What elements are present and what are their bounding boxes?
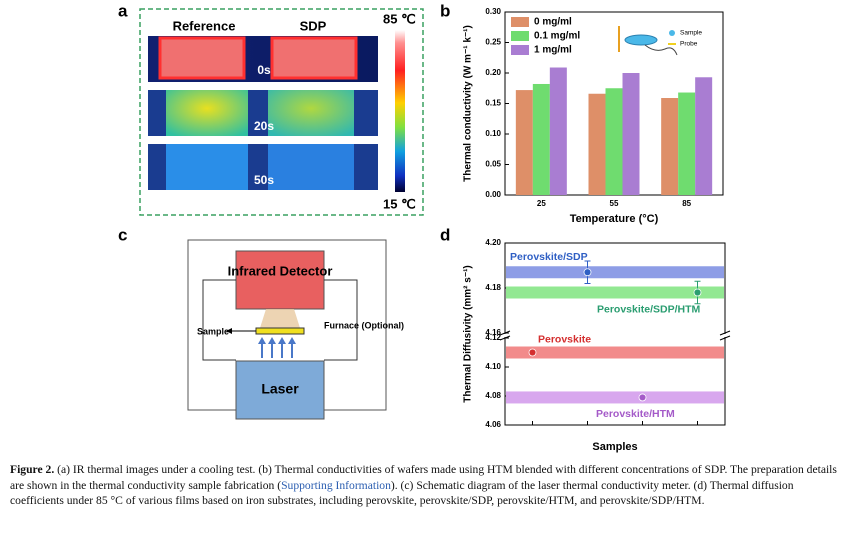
bar <box>678 92 696 195</box>
legend-label: 0.1 mg/ml <box>534 31 580 42</box>
value-band <box>506 346 724 359</box>
furnace-label: Furnace (Optional) <box>324 320 404 330</box>
inset-label: Probe <box>680 41 698 48</box>
scale-max: 85 ℃ <box>383 11 416 26</box>
axis-break <box>719 330 731 336</box>
y-tick-label: 0.20 <box>485 68 501 77</box>
legend-swatch <box>511 31 529 41</box>
data-point <box>693 288 702 297</box>
column-label: Reference <box>173 18 236 33</box>
inset-legend-dot <box>669 30 675 36</box>
y-axis-label: Thermal conductivity (W m⁻¹ k⁻¹) <box>463 25 474 182</box>
data-point <box>583 268 592 277</box>
value-band <box>506 266 724 279</box>
laser-label: Laser <box>261 381 299 397</box>
inset-probe <box>644 44 678 56</box>
y-tick-label: 4.06 <box>485 420 501 429</box>
x-axis-label: Samples <box>592 441 637 453</box>
legend-label: 0 mg/ml <box>534 17 572 28</box>
series-label: Perovskite/SDP <box>510 251 588 263</box>
legend-swatch <box>511 45 529 55</box>
detector-label: Infrared Detector <box>228 263 333 278</box>
data-point <box>638 393 647 402</box>
bar <box>622 73 640 195</box>
caption: Figure 2. (a) IR thermal images under a … <box>10 462 842 509</box>
bar <box>532 83 550 195</box>
bar <box>661 98 679 195</box>
caption-link[interactable]: Supporting Information <box>281 478 391 492</box>
bar <box>515 90 533 195</box>
plot-frame <box>504 337 726 426</box>
time-label: 0s <box>257 63 271 77</box>
sample-label: Sample <box>197 326 229 336</box>
data-point <box>528 348 537 357</box>
legend-swatch <box>511 17 529 27</box>
bar <box>549 67 567 195</box>
y-tick-label: 0.30 <box>485 7 501 16</box>
caption-text: (a) IR thermal images under a cooling te… <box>10 463 837 492</box>
bar <box>695 77 713 195</box>
y-tick-label: 4.12 <box>485 333 501 342</box>
diagram <box>187 239 387 420</box>
x-axis-label: Temperature (°C) <box>570 213 659 225</box>
panel-label: b <box>440 1 450 20</box>
panel-label: c <box>118 225 127 244</box>
y-axis-label: Thermal Diffusivity (mm² s⁻¹) <box>463 265 474 403</box>
x-tick-label: 55 <box>610 199 619 208</box>
y-tick-label: 4.08 <box>485 391 501 400</box>
caption-text: ). (c) Schematic diagram of the laser th… <box>10 478 794 508</box>
time-label: 20s <box>254 119 274 133</box>
inset-label: Sample <box>680 30 702 37</box>
axis-break <box>719 335 731 341</box>
legend-label: 1 mg/ml <box>534 45 572 56</box>
y-tick-label: 0.05 <box>485 160 501 169</box>
panel-label: d <box>440 225 450 244</box>
inset-sample <box>624 34 658 46</box>
panel-label: a <box>118 1 128 20</box>
ir-images <box>148 36 378 190</box>
series-label: Perovskite/HTM <box>596 408 675 420</box>
value-band <box>506 286 724 299</box>
y-tick-label: 0.00 <box>485 190 501 199</box>
bar <box>605 88 623 195</box>
y-tick-label: 0.15 <box>485 99 501 108</box>
caption-label: Figure 2. <box>10 463 55 476</box>
y-tick-label: 4.16 <box>485 328 501 337</box>
y-tick-label: 0.25 <box>485 38 501 47</box>
y-tick-label: 0.10 <box>485 129 501 138</box>
color-bar <box>395 30 405 192</box>
column-label: SDP <box>300 18 327 33</box>
series-label: Perovskite <box>538 333 591 345</box>
bar <box>588 93 606 195</box>
x-tick-label: 25 <box>537 199 546 208</box>
value-band <box>506 391 724 404</box>
scale-min: 15 ℃ <box>383 196 416 211</box>
time-label: 50s <box>254 173 274 187</box>
series-label: Perovskite/SDP/HTM <box>597 303 701 315</box>
x-tick-label: 85 <box>682 199 691 208</box>
y-tick-label: 4.10 <box>485 362 501 371</box>
y-tick-label: 4.18 <box>485 283 501 292</box>
panel-border <box>139 8 424 216</box>
figure: Reference SDP 0s 20s 50s 85 ℃ 15 ℃ a b c… <box>118 1 731 453</box>
y-tick-label: 4.20 <box>485 238 501 247</box>
